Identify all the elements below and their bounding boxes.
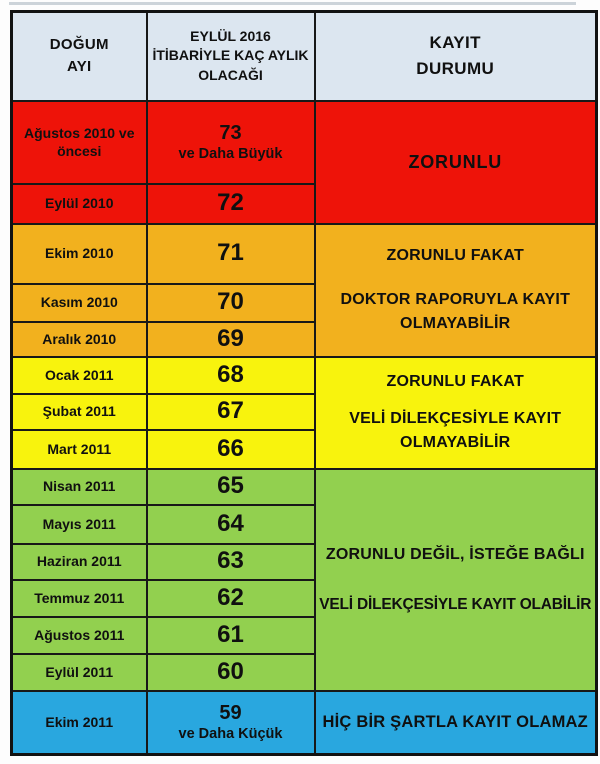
status-cell-parent-petition-optout: ZORUNLU FAKAT VELİ DİLEKÇESİYLE KAYIT OL… bbox=[313, 355, 598, 470]
header-birth-month: DOĞUM AYI bbox=[10, 10, 148, 102]
month-cell: Aralık 2010 bbox=[10, 320, 148, 358]
status-text: ZORUNLU bbox=[408, 151, 503, 172]
status-text-line2: VELİ DİLEKÇESİYLE KAYIT OLABİLİR bbox=[319, 595, 592, 613]
age-cell: 65 bbox=[145, 467, 316, 506]
age-cell: 66 bbox=[145, 428, 316, 470]
table-row: Ocak 2011 68 ZORUNLU FAKAT VELİ DİLEKÇES… bbox=[10, 355, 598, 470]
age-note: ve Daha Küçük bbox=[178, 726, 283, 743]
age-cell: 71 bbox=[145, 222, 316, 285]
status-text-line1: ZORUNLU FAKAT bbox=[386, 373, 524, 391]
header-row: DOĞUM AYI EYLÜL 2016 İTİBARİYLE KAÇ AYLI… bbox=[10, 10, 598, 102]
table-row: Ağustos 2010 ve öncesi 73 ve Daha Büyük … bbox=[10, 99, 598, 225]
month-cell: Kasım 2010 bbox=[10, 282, 148, 323]
table-row: Kasım 2010 70 bbox=[10, 282, 597, 323]
table-row: Eylül 2010 72 bbox=[10, 182, 597, 225]
table-row: Aralık 2010 69 bbox=[10, 320, 597, 358]
status-text-line1: ZORUNLU FAKAT bbox=[386, 247, 524, 265]
school-enrollment-age-table: DOĞUM AYI EYLÜL 2016 İTİBARİYLE KAÇ AYLI… bbox=[10, 10, 598, 756]
age-cell: 69 bbox=[145, 320, 316, 358]
age-cell: 59 ve Daha Küçük bbox=[145, 689, 316, 756]
age-value: 73 bbox=[219, 121, 242, 144]
cropped-row-edge bbox=[9, 2, 576, 5]
month-cell: Şubat 2011 bbox=[10, 392, 148, 431]
table-row: Mayıs 2011 64 bbox=[10, 503, 597, 545]
month-cell: Eylül 2010 bbox=[10, 182, 148, 225]
age-cell: 60 bbox=[145, 652, 316, 692]
header-enrollment-status: KAYIT DURUMU bbox=[313, 10, 598, 102]
table-row: Şubat 2011 67 bbox=[10, 392, 597, 431]
month-cell: Temmuz 2011 bbox=[10, 578, 148, 618]
status-cell-mandatory: ZORUNLU bbox=[313, 99, 598, 225]
status-cell-doctor-report: ZORUNLU FAKAT DOKTOR RAPORUYLA KAYIT OLM… bbox=[313, 222, 598, 358]
table-row: Temmuz 2011 62 bbox=[10, 578, 597, 618]
table-row: Ekim 2011 59 ve Daha Küçük HİÇ BİR ŞARTL… bbox=[10, 689, 598, 756]
table-row: Nisan 2011 65 ZORUNLU DEĞİL, İSTEĞE BAĞL… bbox=[10, 467, 598, 692]
table-row: Eylül 2011 60 bbox=[10, 652, 597, 692]
month-cell: Mayıs 2011 bbox=[10, 503, 148, 545]
age-cell: 67 bbox=[145, 392, 316, 431]
age-cell: 72 bbox=[145, 182, 316, 225]
header-age-months: EYLÜL 2016 İTİBARİYLE KAÇ AYLIK OLACAĞI bbox=[145, 10, 316, 102]
age-cell: 73 ve Daha Büyük bbox=[145, 99, 316, 185]
status-text-line2: VELİ DİLEKÇESİYLE KAYIT OLMAYABİLİR bbox=[349, 409, 562, 451]
status-cell-optional: ZORUNLU DEĞİL, İSTEĞE BAĞLI VELİ DİLEKÇE… bbox=[313, 467, 598, 692]
status-text-line1: ZORUNLU DEĞİL, İSTEĞE BAĞLI bbox=[325, 545, 585, 563]
age-cell: 61 bbox=[145, 615, 316, 655]
table-row: Haziran 2011 63 bbox=[10, 542, 597, 581]
month-cell: Ekim 2011 bbox=[10, 689, 148, 756]
month-cell: Haziran 2011 bbox=[10, 542, 148, 581]
month-cell: Ocak 2011 bbox=[10, 355, 148, 395]
month-cell: Eylül 2011 bbox=[10, 652, 148, 692]
month-cell: Ekim 2010 bbox=[10, 222, 148, 285]
table-row: Ekim 2010 71 ZORUNLU FAKAT DOKTOR RAPORU… bbox=[10, 222, 598, 358]
age-cell: 64 bbox=[145, 503, 316, 545]
age-cell: 70 bbox=[145, 282, 316, 323]
status-cell-cannot-enroll: HİÇ BİR ŞARTLA KAYIT OLAMAZ bbox=[313, 689, 598, 756]
status-text: HİÇ BİR ŞARTLA KAYIT OLAMAZ bbox=[322, 712, 588, 731]
month-cell: Ağustos 2011 bbox=[10, 615, 148, 655]
age-cell: 68 bbox=[145, 355, 316, 395]
month-cell: Mart 2011 bbox=[10, 428, 148, 470]
age-cell: 63 bbox=[145, 542, 316, 581]
month-cell: Nisan 2011 bbox=[10, 467, 148, 506]
age-note: ve Daha Büyük bbox=[178, 145, 283, 162]
month-cell: Ağustos 2010 ve öncesi bbox=[10, 99, 148, 185]
status-text-line2: DOKTOR RAPORUYLA KAYIT OLMAYABİLİR bbox=[340, 290, 571, 332]
table-row: Mart 2011 66 bbox=[10, 428, 597, 470]
table-row: Ağustos 2011 61 bbox=[10, 615, 597, 655]
age-value: 59 bbox=[219, 702, 242, 725]
age-cell: 62 bbox=[145, 578, 316, 618]
